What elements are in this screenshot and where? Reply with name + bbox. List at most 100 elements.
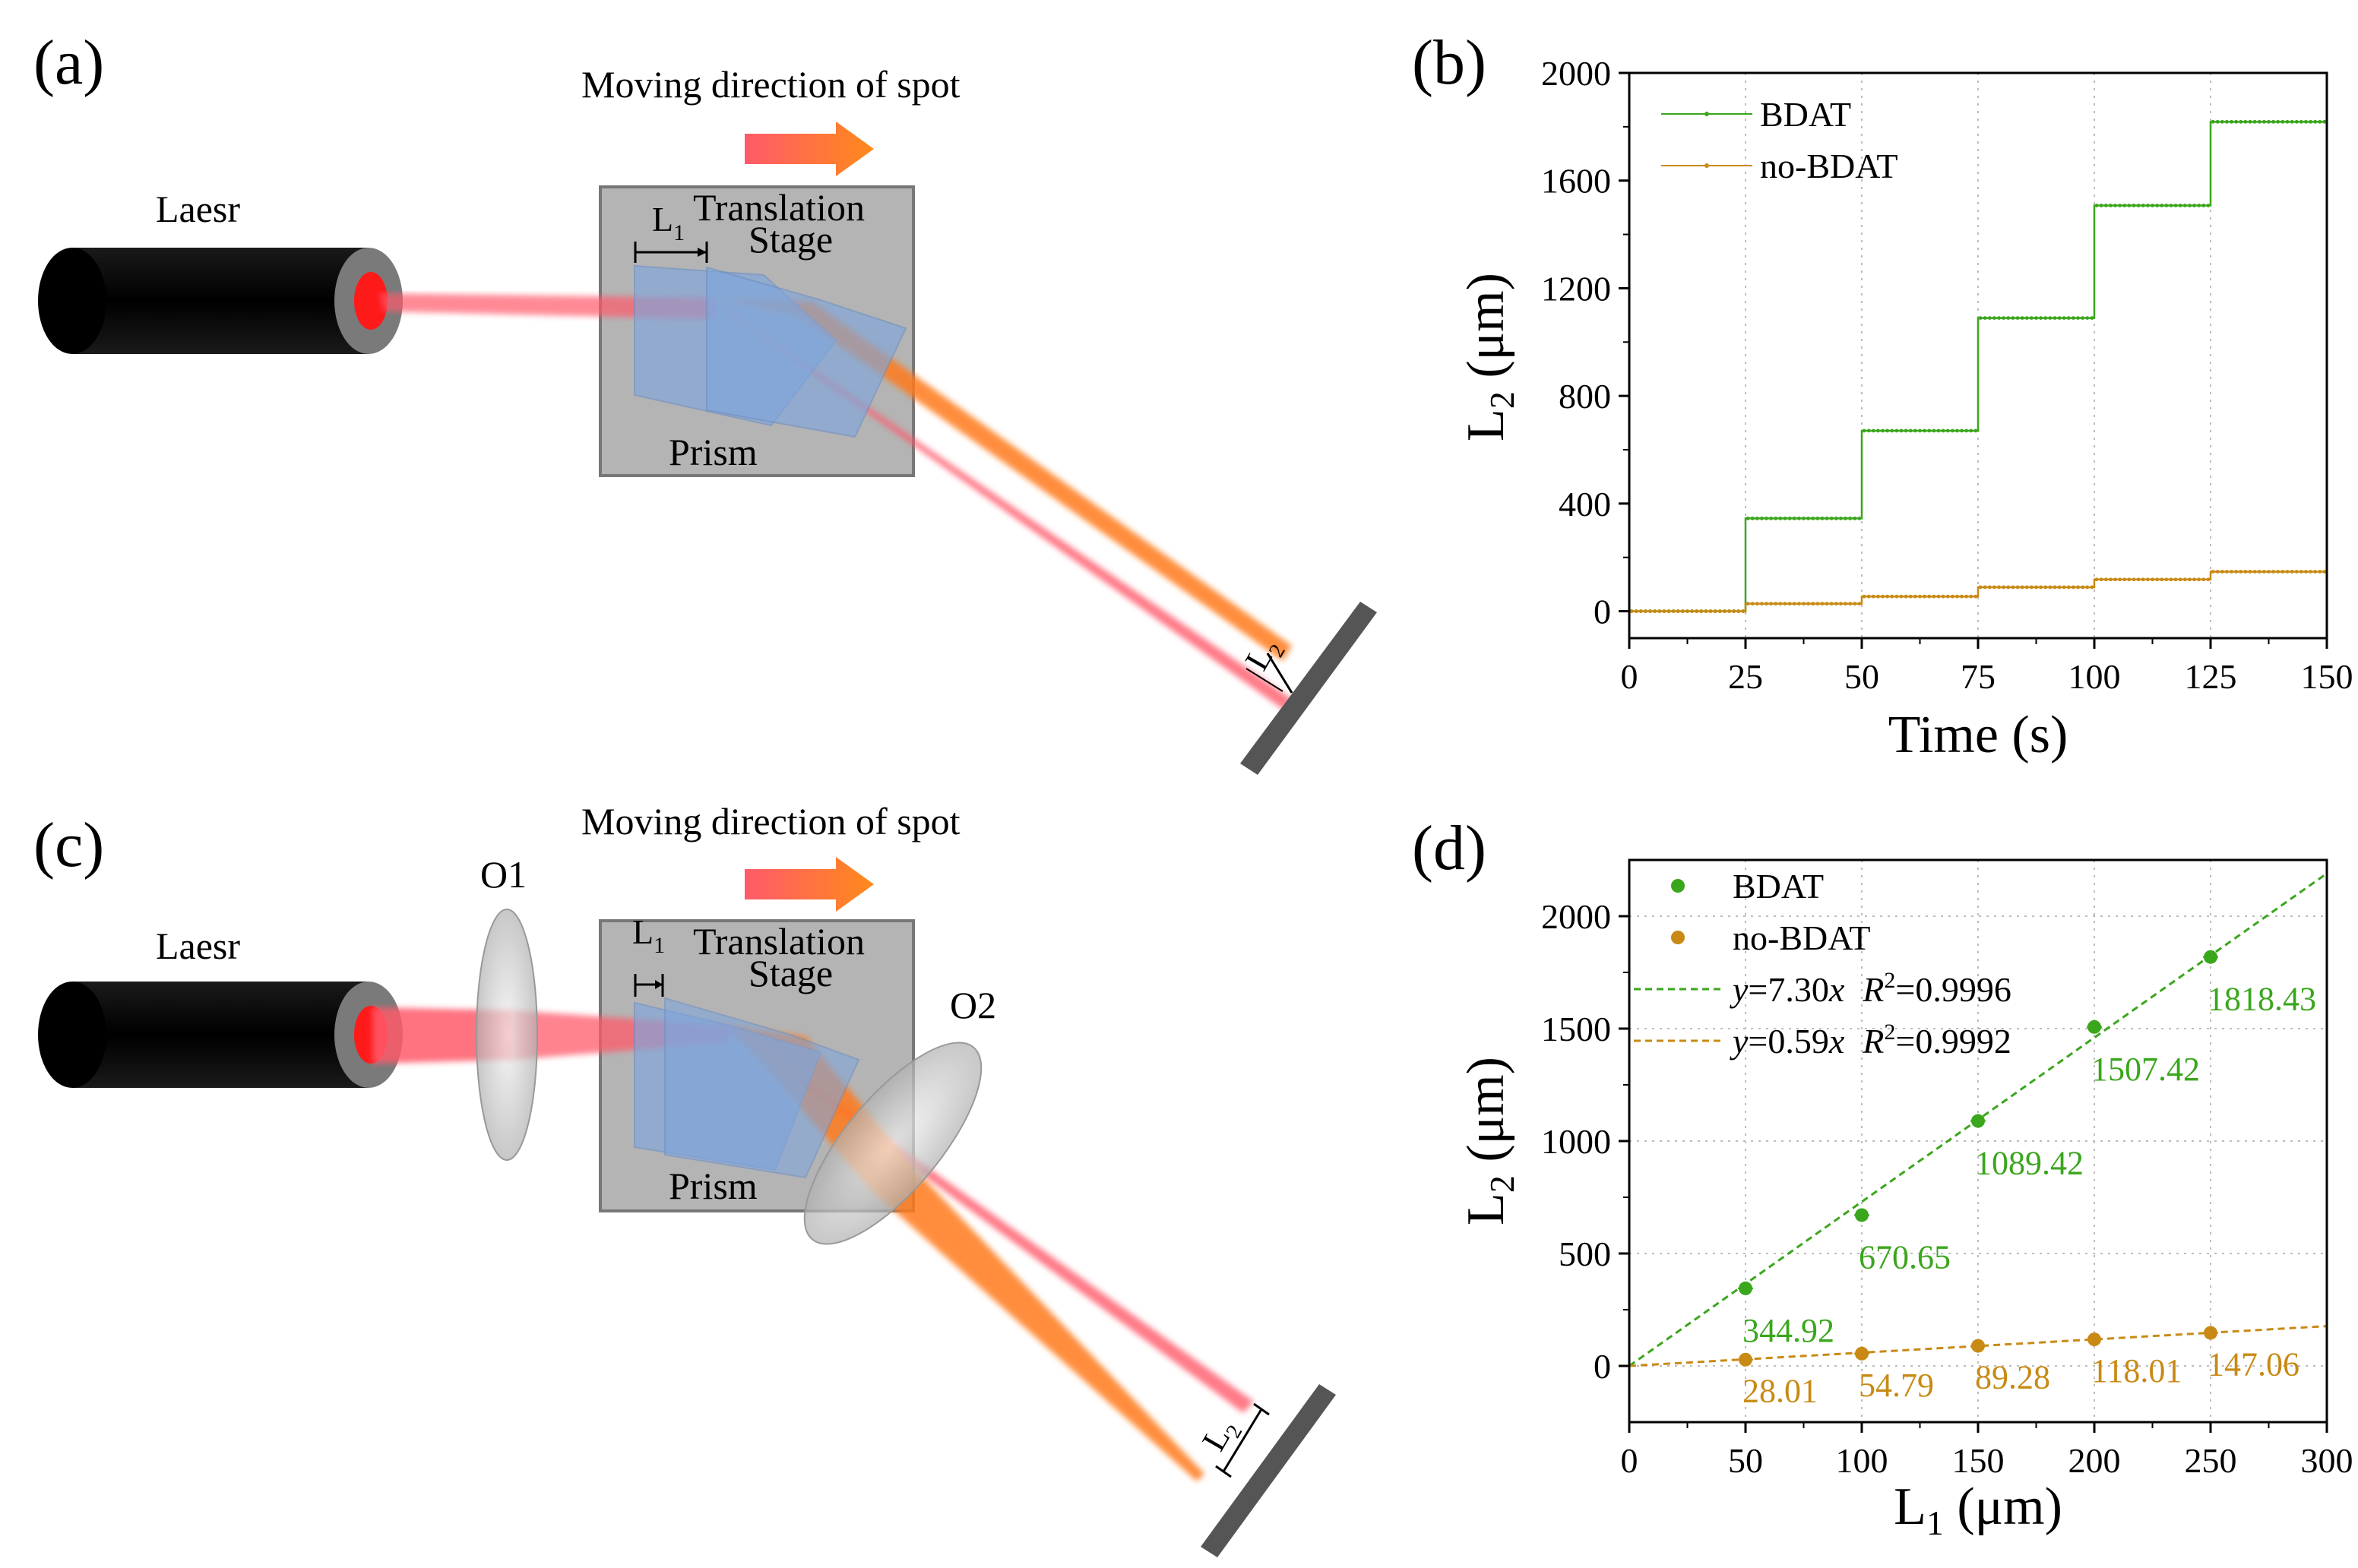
panel-b-bdat-marker xyxy=(1936,428,1941,433)
panel-b-no-bdat-marker xyxy=(1992,585,1996,590)
panel-c-prism-label: Prism xyxy=(669,1165,758,1207)
panel-b-no-bdat-marker xyxy=(1792,602,1796,606)
panel-d-x-tick-label: 50 xyxy=(1728,1441,1763,1480)
panel-b-no-bdat-marker xyxy=(1829,602,1834,606)
panel-b-bdat-marker xyxy=(2178,204,2182,207)
panel-b-no-bdat-marker xyxy=(1881,594,1885,599)
panel-b-no-bdat-marker xyxy=(1987,585,1992,590)
panel-b-no-bdat-marker xyxy=(2132,577,2136,582)
panel-b-no-bdat-marker xyxy=(2072,585,2075,590)
panel-b-label: (b) xyxy=(1412,27,1486,98)
panel-b-no-bdat-marker xyxy=(2261,570,2266,574)
panel-d-bdat-point xyxy=(2087,1020,2101,1034)
panel-d-bdat-data-label: 1507.42 xyxy=(2091,1051,2200,1088)
panel-b-bdat-marker xyxy=(2109,204,2113,207)
panel-b-bdat-marker xyxy=(2057,316,2062,321)
panel-b-bdat-marker xyxy=(1862,428,1866,433)
panel-b-bdat-marker xyxy=(1853,516,1857,520)
panel-b-x-tick-label: 125 xyxy=(2185,657,2237,696)
panel-b-no-bdat-marker xyxy=(2113,577,2117,582)
panel-b-bdat-marker xyxy=(2290,119,2294,124)
panel-b-bdat-marker xyxy=(2234,119,2239,124)
panel-b-no-bdat-marker xyxy=(1839,602,1843,606)
panel-b-no-bdat-marker xyxy=(1676,609,1680,613)
panel-b-legend-bdat: BDAT xyxy=(1661,95,1851,134)
panel-b-bdat-marker xyxy=(1760,516,1764,520)
panel-d-x-tick-label: 0 xyxy=(1621,1441,1638,1480)
panel-d-x-tick-label: 100 xyxy=(1836,1441,1888,1480)
panel-b-bdat-marker xyxy=(1992,316,1996,321)
panel-b-y-axis-title: L2 (μm) xyxy=(1457,273,1521,441)
panel-b-no-bdat-marker xyxy=(2280,570,2285,574)
panel-b-no-bdat-marker xyxy=(2173,577,2178,582)
panel-b-bdat-marker xyxy=(1913,428,1917,433)
panel-b-bdat-marker xyxy=(1997,316,2001,321)
panel-c-prism xyxy=(634,997,860,1179)
panel-b-bdat-marker xyxy=(1945,428,1950,433)
panel-b-no-bdat-marker xyxy=(1717,609,1722,613)
panel-b-no-bdat-marker xyxy=(2276,570,2280,574)
panel-b-y-tick-label: 2000 xyxy=(1541,54,1611,93)
panel-b-bdat-marker xyxy=(2206,204,2211,207)
panel-b-no-bdat-marker xyxy=(2122,577,2127,582)
panel-b-no-bdat-marker xyxy=(1680,609,1685,613)
panel-d-y-tick-label: 2000 xyxy=(1541,897,1611,936)
panel-c-laser xyxy=(38,982,403,1088)
panel-b-no-bdat-marker xyxy=(1787,602,1792,606)
panel-b-no-bdat-marker xyxy=(2109,577,2113,582)
panel-b-bdat-marker xyxy=(1765,516,1768,520)
panel-a-label: (a) xyxy=(33,27,104,98)
panel-a-stage-label-1: Translation xyxy=(693,186,865,229)
panel-b-no-bdat-marker xyxy=(2248,570,2252,574)
panel-b-series-no-bdat-line xyxy=(1629,571,2327,612)
panel-b-no-bdat-marker xyxy=(1741,609,1746,613)
panel-b-x-tick-label: 25 xyxy=(1728,657,1763,696)
panel-c-label: (c) xyxy=(33,810,104,880)
panel-b-bdat-marker xyxy=(1857,516,1862,520)
panel-b-no-bdat-marker xyxy=(1736,609,1741,613)
panel-b-bdat-marker xyxy=(1815,516,1820,520)
panel-b-bdat-marker xyxy=(2188,204,2192,207)
panel-b-no-bdat-marker xyxy=(2160,577,2164,582)
panel-b-no-bdat-marker xyxy=(2127,577,2132,582)
panel-b-bdat-marker xyxy=(1834,516,1838,520)
panel-b-x-tick-label: 150 xyxy=(2301,657,2353,696)
panel-b-bdat-marker xyxy=(2294,119,2299,124)
panel-b-no-bdat-marker xyxy=(2048,585,2053,590)
panel-b-bdat-marker xyxy=(1927,428,1932,433)
panel-b-no-bdat-marker xyxy=(2118,577,2122,582)
panel-b-no-bdat-marker xyxy=(2011,585,2015,590)
panel-d-no-bdat-point xyxy=(1855,1346,1869,1361)
panel-b-no-bdat-marker xyxy=(2197,577,2201,582)
panel-b-bdat-marker xyxy=(1806,516,1811,520)
panel-b-no-bdat-marker xyxy=(2257,570,2261,574)
panel-b-bdat-marker xyxy=(2215,119,2220,124)
panel-b-no-bdat-marker xyxy=(1713,609,1717,613)
panel-c-lens-o2 xyxy=(803,1042,983,1245)
panel-b-bdat-marker xyxy=(1978,316,1983,321)
panel-b-bdat-marker xyxy=(1787,516,1792,520)
panel-d-bdat-data-label: 344.92 xyxy=(1742,1312,1834,1349)
panel-d-bdat-point xyxy=(1739,1281,1752,1295)
panel-b-bdat-marker xyxy=(2076,316,2080,321)
panel-b-no-bdat-marker xyxy=(2192,577,2196,582)
panel-b-no-bdat-marker xyxy=(1834,602,1838,606)
panel-b-x-tick-label: 75 xyxy=(1961,657,1996,696)
panel-b-bdat-marker xyxy=(1964,428,1969,433)
panel-b-bdat-marker xyxy=(2099,204,2103,207)
panel-b-no-bdat-marker xyxy=(1899,594,1904,599)
panel-a-l1-marker: L1 xyxy=(634,200,708,263)
panel-d-legend-bdat: BDAT xyxy=(1671,867,1824,906)
panel-d-no-bdat-data-label: 147.06 xyxy=(2208,1345,2299,1383)
panel-b-bdat-marker xyxy=(2034,316,2038,321)
panel-b-no-bdat-marker xyxy=(2164,577,2169,582)
panel-b-no-bdat-marker xyxy=(1765,602,1768,606)
panel-b-no-bdat-marker xyxy=(2239,570,2243,574)
panel-d-y-tick-label: 1500 xyxy=(1541,1010,1611,1048)
panel-a-direction-arrow xyxy=(745,122,874,176)
panel-b-no-bdat-marker xyxy=(2211,570,2215,574)
panel-b-bdat-marker xyxy=(2322,119,2327,124)
panel-b-no-bdat-marker xyxy=(2034,585,2038,590)
panel-b-bdat-marker xyxy=(2011,316,2015,321)
panel-b-bdat-marker xyxy=(1876,428,1880,433)
